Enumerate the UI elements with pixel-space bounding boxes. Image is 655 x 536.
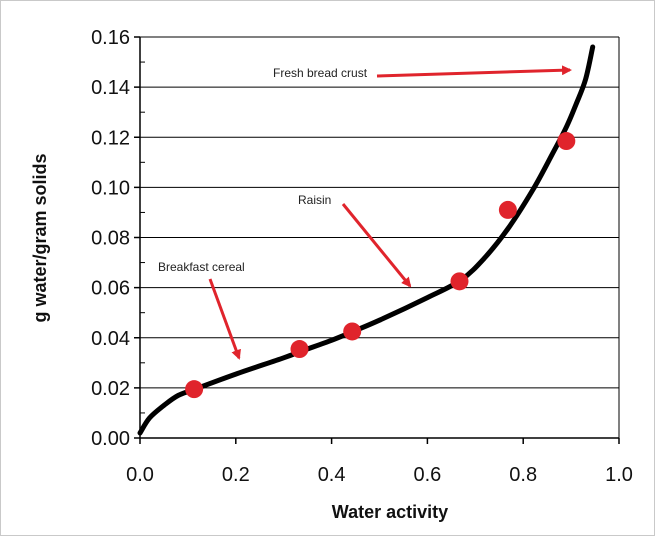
data-point xyxy=(185,380,204,399)
x-tick-label: 0.0 xyxy=(126,464,154,486)
x-tick-label: 0.6 xyxy=(413,464,441,486)
data-point xyxy=(290,340,309,359)
annotation-fresh-bread-crust: Fresh bread crust xyxy=(273,66,368,80)
arrow-raisin xyxy=(341,203,412,288)
y-tick-label: 0.00 xyxy=(91,428,130,450)
x-tick-label: 1.0 xyxy=(605,464,633,486)
annotation-breakfast-cereal: Breakfast cereal xyxy=(158,260,245,274)
y-tick-label: 0.04 xyxy=(91,328,130,350)
y-tick-label: 0.08 xyxy=(91,228,130,250)
arrow-breakfast-cereal xyxy=(208,278,241,360)
y-tick-label: 0.16 xyxy=(91,27,130,49)
x-tick-label: 0.2 xyxy=(222,464,250,486)
x-tick-labels: 0.0 0.2 0.4 0.6 0.8 1.0 xyxy=(126,464,633,486)
y-tick-label: 0.06 xyxy=(91,278,130,300)
annotation-raisin: Raisin xyxy=(298,193,331,207)
y-tick-label: 0.12 xyxy=(91,127,130,149)
data-point xyxy=(343,322,362,341)
data-point xyxy=(498,200,517,219)
x-tick-label: 0.4 xyxy=(318,464,346,486)
data-point xyxy=(557,132,576,151)
y-axis-title: g water/gram solids xyxy=(30,153,50,322)
y-tick-label: 0.14 xyxy=(91,77,130,99)
y-tick-label: 0.10 xyxy=(91,177,130,199)
arrow-fresh-bread-crust xyxy=(376,65,572,78)
tick-marks xyxy=(134,36,620,444)
data-points xyxy=(185,132,576,399)
grid-lines xyxy=(140,36,619,389)
y-tick-label: 0.02 xyxy=(91,378,130,400)
isotherm-curve xyxy=(137,44,596,436)
data-point xyxy=(450,272,469,291)
annotations: Breakfast cereal Raisin Fresh bread crus… xyxy=(158,65,572,360)
x-tick-label: 0.8 xyxy=(509,464,537,486)
y-tick-labels: 0.00 0.02 0.04 0.06 0.08 0.10 0.12 0.14 0.16 xyxy=(91,27,130,450)
x-axis-title: Water activity xyxy=(332,502,448,522)
